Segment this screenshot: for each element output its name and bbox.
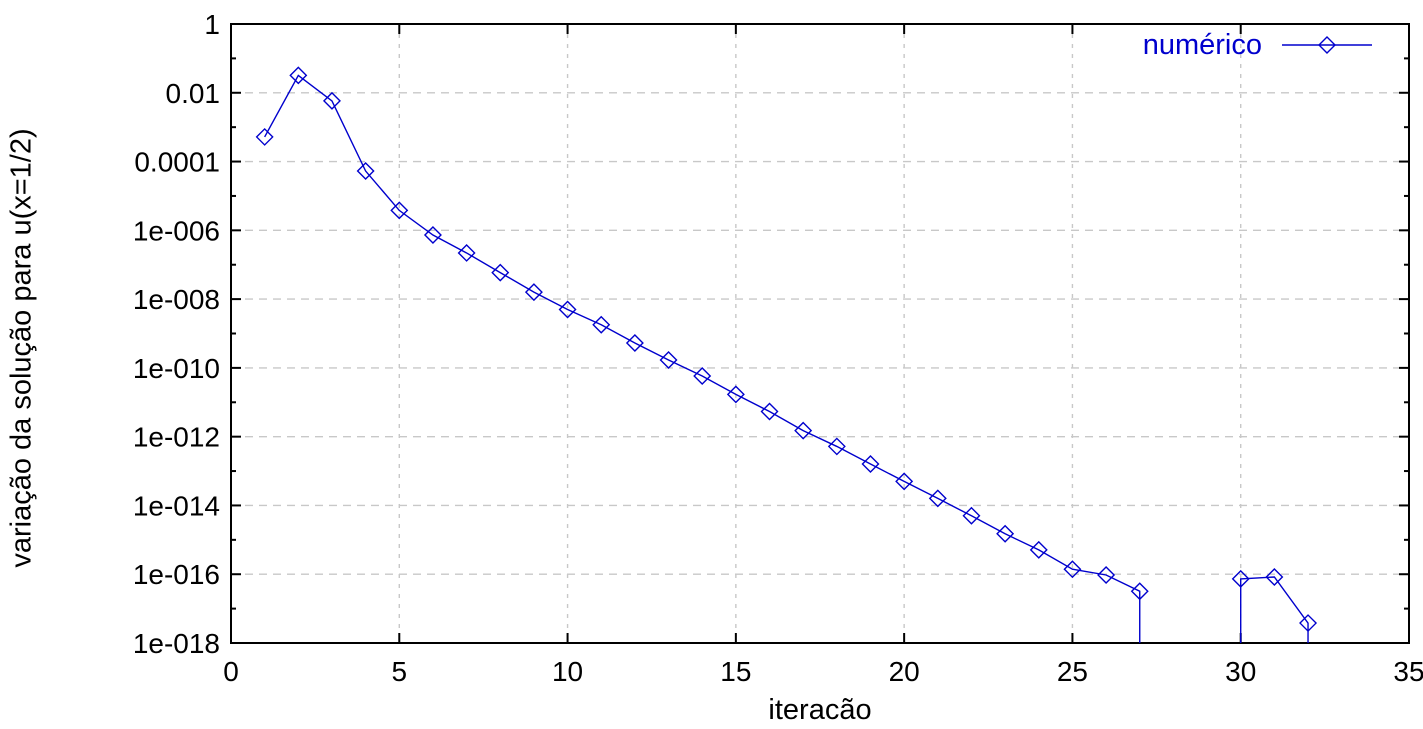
data-point-marker [726,385,745,404]
data-point-marker [322,91,341,110]
data-point-marker [390,201,409,220]
plot-border [230,23,1410,644]
y-tick-label: 1e-006 [133,215,220,246]
y-tick-label: 1e-008 [133,284,220,315]
data-point-marker [255,127,274,146]
x-tick-label: 25 [1057,656,1088,687]
x-tick-label: 20 [889,656,920,687]
series-line [1240,576,1309,643]
data-point-marker [794,421,813,440]
y-tick-label: 1e-014 [133,490,220,521]
y-axis-title: variação da solução para u(x=1/2) [5,128,38,568]
legend-diamond-marker [1318,36,1336,54]
data-point-marker [289,66,308,85]
x-tick-label: 30 [1225,656,1256,687]
data-point-marker [996,524,1015,543]
data-point-marker [1029,540,1048,559]
legend-sample-line [1282,36,1372,54]
data-point-marker [1130,582,1149,601]
data-point-marker [861,455,880,474]
series-line [264,74,1141,643]
data-point-marker [1097,565,1116,584]
x-tick-label: 15 [720,656,751,687]
data-point-marker [1299,614,1318,633]
data-point-marker [1231,569,1250,588]
y-tick-label: 1e-010 [133,353,220,384]
data-point-marker [827,437,846,456]
data-point-marker [592,315,611,334]
x-tick-label: 35 [1393,656,1423,687]
data-point-marker [457,243,476,262]
x-tick-label: 5 [391,656,407,687]
data-point-marker [1265,568,1284,586]
x-tick-label: 10 [552,656,583,687]
data-point-marker [625,333,644,352]
data-point-marker [693,367,712,386]
y-tick-label: 1 [204,9,220,40]
x-tick-label: 0 [223,656,239,687]
x-axis-title: iteracão [768,694,872,726]
data-point-marker [895,472,914,491]
data-point-marker [962,506,981,525]
legend: numérico [1143,30,1373,60]
data-point-marker [524,283,543,302]
y-tick-label: 0.0001 [134,147,220,178]
y-tick-label: 1e-016 [133,559,220,590]
data-point-marker [760,402,779,421]
y-tick-label: 0.01 [166,78,221,109]
data-point-marker [659,350,678,369]
data-point-marker [558,300,577,319]
data-point-marker [423,226,442,245]
data-point-marker [356,162,375,181]
y-tick-label: 1e-018 [133,628,220,659]
y-tick-label: 1e-012 [133,422,220,453]
data-point-marker [1063,560,1082,579]
data-point-marker [491,263,510,282]
legend-label: numérico [1142,29,1262,61]
data-point-marker [928,489,947,508]
